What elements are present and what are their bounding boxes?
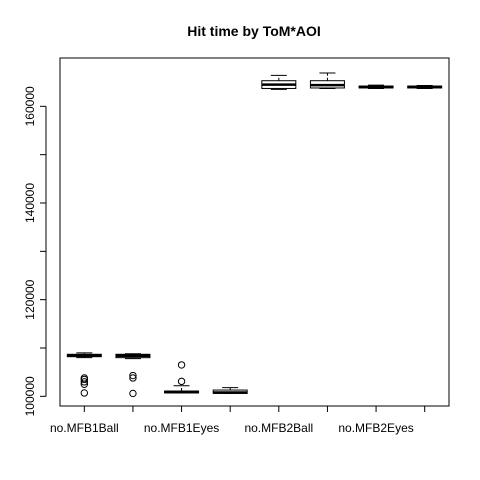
outlier-point (129, 371, 137, 380)
y-tick-label: 160000 (23, 86, 37, 126)
boxes (66, 72, 443, 398)
box-2 (115, 353, 151, 398)
x-tick-label: no.MFB2Ball (244, 421, 313, 435)
x-tick-label: no.MFB1Eyes (144, 421, 219, 435)
y-tick-label: 120000 (23, 279, 37, 319)
outlier-point (80, 389, 89, 397)
chart-title: Hit time by ToM*AOI (187, 23, 321, 39)
outlier-point (177, 377, 186, 386)
y-axis: 100000 120000 140000 160000 (23, 86, 47, 416)
box-8 (407, 85, 443, 89)
box-4 (212, 387, 248, 394)
outlier-point (177, 361, 186, 369)
y-tick-label: 140000 (23, 183, 37, 223)
box-3 (164, 361, 200, 394)
box-6 (309, 72, 345, 89)
x-tick-label: no.MFB1Ball (50, 421, 119, 435)
outlier-point (129, 389, 137, 398)
outlier-point (80, 375, 89, 384)
plot-frame (59, 57, 450, 407)
box-5 (261, 74, 297, 90)
outlier-point (129, 374, 137, 382)
y-tick-label: 100000 (23, 376, 37, 416)
box-7 (358, 84, 394, 89)
box-1 (66, 352, 102, 397)
outlier-point (80, 380, 89, 388)
x-axis: no.MFB1Ball no.MFB1Eyes no.MFB2Ball no.MFB2… (50, 406, 426, 435)
x-tick-label: no.MFB2Eyes (338, 421, 413, 435)
outlier-point (80, 378, 89, 386)
